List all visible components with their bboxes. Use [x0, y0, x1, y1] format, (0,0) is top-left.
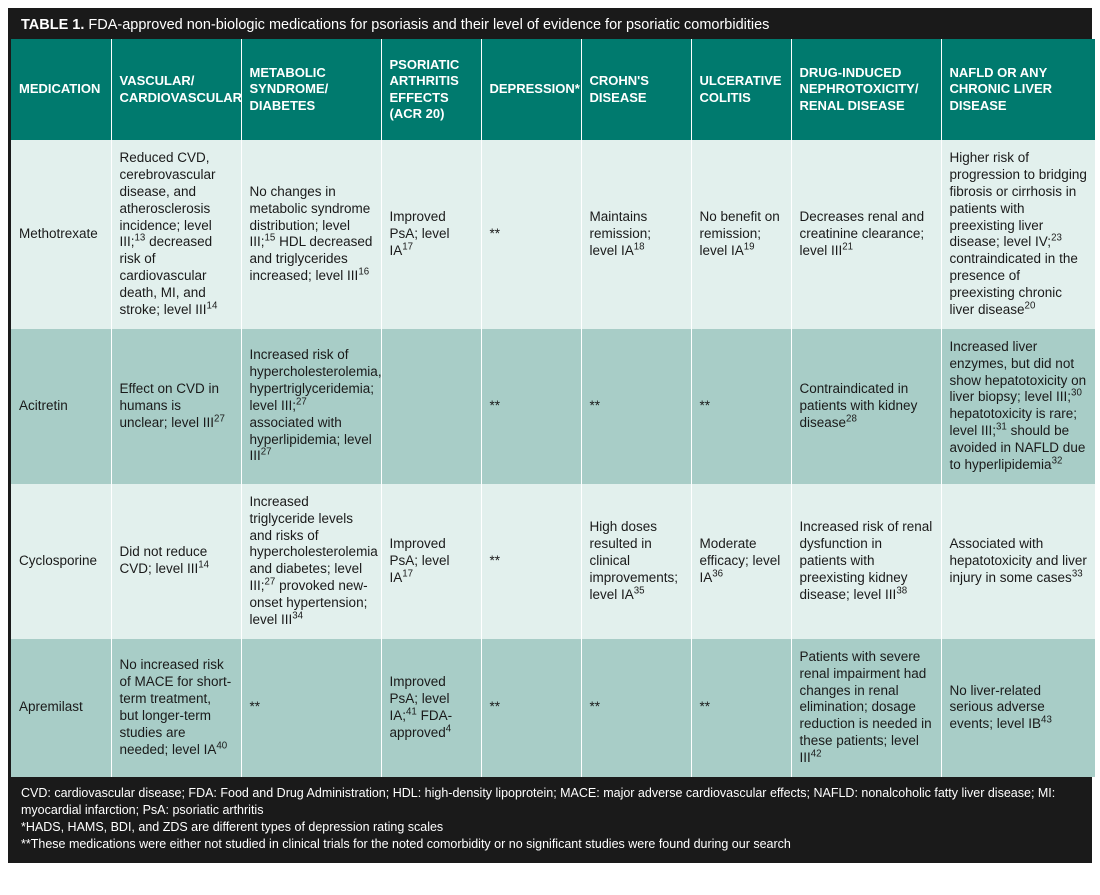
- table-container: TABLE 1. FDA-approved non-biologic medic…: [8, 8, 1092, 863]
- table-cell: Increased liver enzymes, but did not sho…: [941, 329, 1095, 484]
- table-cell: No increased risk of MACE for short-term…: [111, 639, 241, 777]
- table-cell: **: [481, 140, 581, 329]
- column-header: ULCERATIVE COLITIS: [691, 39, 791, 140]
- table-cell: High doses resulted in clinical improvem…: [581, 484, 691, 639]
- table-cell: Increased triglyceride levels and risks …: [241, 484, 381, 639]
- column-header: NAFLD OR ANY CHRONIC LIVER DISEASE: [941, 39, 1095, 140]
- table-cell: [381, 329, 481, 484]
- table-title: TABLE 1. FDA-approved non-biologic medic…: [11, 11, 1089, 39]
- table-cell: No changes in metabolic syndrome distrib…: [241, 140, 381, 329]
- column-header: CROHN'S DISEASE: [581, 39, 691, 140]
- table-cell: Apremilast: [11, 639, 111, 777]
- table-row: MethotrexateReduced CVD, cerebrovascular…: [11, 140, 1095, 329]
- footer-line: CVD: cardiovascular disease; FDA: Food a…: [21, 785, 1079, 819]
- title-rest: FDA-approved non-biologic medications fo…: [84, 17, 769, 33]
- table-cell: Maintains remission; level IA18: [581, 140, 691, 329]
- table-cell: Decreases renal and creatinine clearance…: [791, 140, 941, 329]
- table-cell: **: [481, 484, 581, 639]
- table-cell: Effect on CVD in humans is unclear; leve…: [111, 329, 241, 484]
- column-header: DRUG-INDUCED NEPHROTOXICITY/ RENAL DISEA…: [791, 39, 941, 140]
- table-cell: Contraindicated in patients with kidney …: [791, 329, 941, 484]
- table-cell: Higher risk of progression to bridging f…: [941, 140, 1095, 329]
- column-header: DEPRESSION*: [481, 39, 581, 140]
- table-cell: Moderate efficacy; level IA36: [691, 484, 791, 639]
- table-cell: Improved PsA; level IA17: [381, 484, 481, 639]
- table-footer: CVD: cardiovascular disease; FDA: Food a…: [11, 777, 1089, 861]
- table-cell: Reduced CVD, cerebrovascular disease, an…: [111, 140, 241, 329]
- table-cell: **: [581, 329, 691, 484]
- column-header: METABOLIC SYNDROME/ DIABETES: [241, 39, 381, 140]
- table-cell: **: [691, 329, 791, 484]
- table-cell: **: [241, 639, 381, 777]
- table-cell: Increased risk of renal dysfunction in p…: [791, 484, 941, 639]
- header-row: MEDICATIONVASCULAR/ CARDIOVASCULARMETABO…: [11, 39, 1095, 140]
- table-cell: Methotrexate: [11, 140, 111, 329]
- evidence-table: MEDICATIONVASCULAR/ CARDIOVASCULARMETABO…: [11, 39, 1095, 777]
- table-cell: No benefit on remission; level IA19: [691, 140, 791, 329]
- column-header: MEDICATION: [11, 39, 111, 140]
- title-bold: TABLE 1.: [21, 17, 84, 33]
- table-row: CyclosporineDid not reduce CVD; level II…: [11, 484, 1095, 639]
- table-cell: **: [581, 639, 691, 777]
- table-body: MethotrexateReduced CVD, cerebrovascular…: [11, 140, 1095, 777]
- footer-line: *HADS, HAMS, BDI, and ZDS are different …: [21, 819, 1079, 836]
- table-cell: Patients with severe renal impairment ha…: [791, 639, 941, 777]
- column-header: VASCULAR/ CARDIOVASCULAR: [111, 39, 241, 140]
- table-cell: Cyclosporine: [11, 484, 111, 639]
- table-row: AcitretinEffect on CVD in humans is uncl…: [11, 329, 1095, 484]
- table-cell: **: [481, 329, 581, 484]
- table-cell: Acitretin: [11, 329, 111, 484]
- table-cell: **: [691, 639, 791, 777]
- table-cell: Improved PsA; level IA17: [381, 140, 481, 329]
- column-header: PSORIATIC ARTHRITIS EFFECTS (ACR 20): [381, 39, 481, 140]
- table-cell: Increased risk of hypercholesterolemia, …: [241, 329, 381, 484]
- table-cell: Associated with hepatotoxicity and liver…: [941, 484, 1095, 639]
- table-cell: Improved PsA; level IA;41 FDA-approved4: [381, 639, 481, 777]
- footer-line: **These medications were either not stud…: [21, 836, 1079, 853]
- table-row: ApremilastNo increased risk of MACE for …: [11, 639, 1095, 777]
- table-cell: No liver-related serious adverse events;…: [941, 639, 1095, 777]
- table-cell: **: [481, 639, 581, 777]
- table-cell: Did not reduce CVD; level III14: [111, 484, 241, 639]
